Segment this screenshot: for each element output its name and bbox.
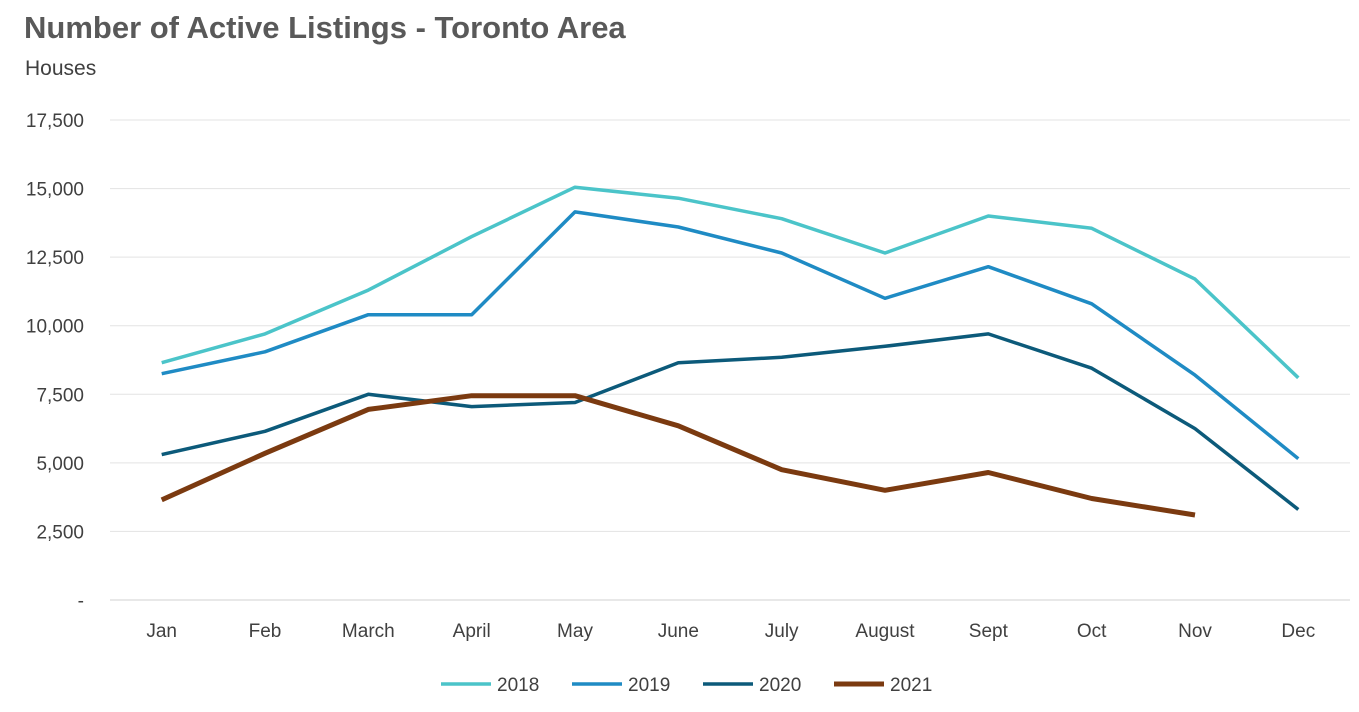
x-tick-label: May	[557, 621, 593, 642]
x-tick-label: Nov	[1178, 621, 1212, 642]
x-tick-label: Jan	[146, 621, 177, 642]
x-tick-label: June	[658, 621, 699, 642]
legend-label: 2021	[890, 675, 932, 696]
x-tick-label: August	[855, 621, 915, 642]
x-tick-label: Feb	[249, 621, 282, 642]
series-lines	[160, 185, 1300, 518]
x-tick-label: March	[342, 621, 395, 642]
series-line-2020	[161, 332, 1300, 511]
x-tick-label: Dec	[1281, 621, 1315, 642]
x-tick-label: July	[765, 621, 799, 642]
chart-subtitle: Houses	[25, 57, 97, 80]
x-tick-label: April	[453, 621, 491, 642]
x-tick-label: Oct	[1077, 621, 1107, 642]
y-tick-label: 15,000	[26, 180, 84, 201]
legend-label: 2018	[497, 675, 539, 696]
x-axis-ticks: Jan Feb March April May June July August Sept Oct…	[146, 621, 1315, 642]
legend-label: 2019	[628, 675, 670, 696]
chart-title: Number of Active Listings - Toronto Area	[24, 10, 626, 45]
y-tick-label: 7,500	[36, 385, 84, 406]
gridlines	[110, 119, 1350, 601]
x-tick-label: Sept	[969, 621, 1009, 642]
legend: 2018 2019 2020 2021	[441, 675, 932, 696]
y-tick-label: -	[78, 591, 84, 612]
series-line-2019	[161, 210, 1300, 461]
y-tick-label: 17,500	[26, 111, 84, 132]
y-axis-ticks: - 2,500 5,000 7,500 10,000 12,500 15,000 17,500	[26, 111, 84, 612]
y-tick-label: 5,000	[36, 454, 84, 475]
y-tick-label: 12,500	[26, 248, 84, 269]
series-line-2021	[160, 393, 1196, 518]
y-tick-label: 10,000	[26, 317, 84, 338]
series-line-2018	[161, 185, 1300, 380]
legend-label: 2020	[759, 675, 801, 696]
y-tick-label: 2,500	[36, 522, 84, 543]
